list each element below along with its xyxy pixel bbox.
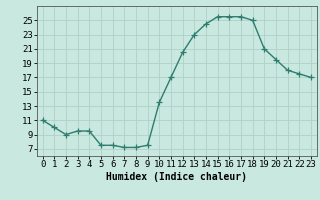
X-axis label: Humidex (Indice chaleur): Humidex (Indice chaleur) — [106, 172, 247, 182]
